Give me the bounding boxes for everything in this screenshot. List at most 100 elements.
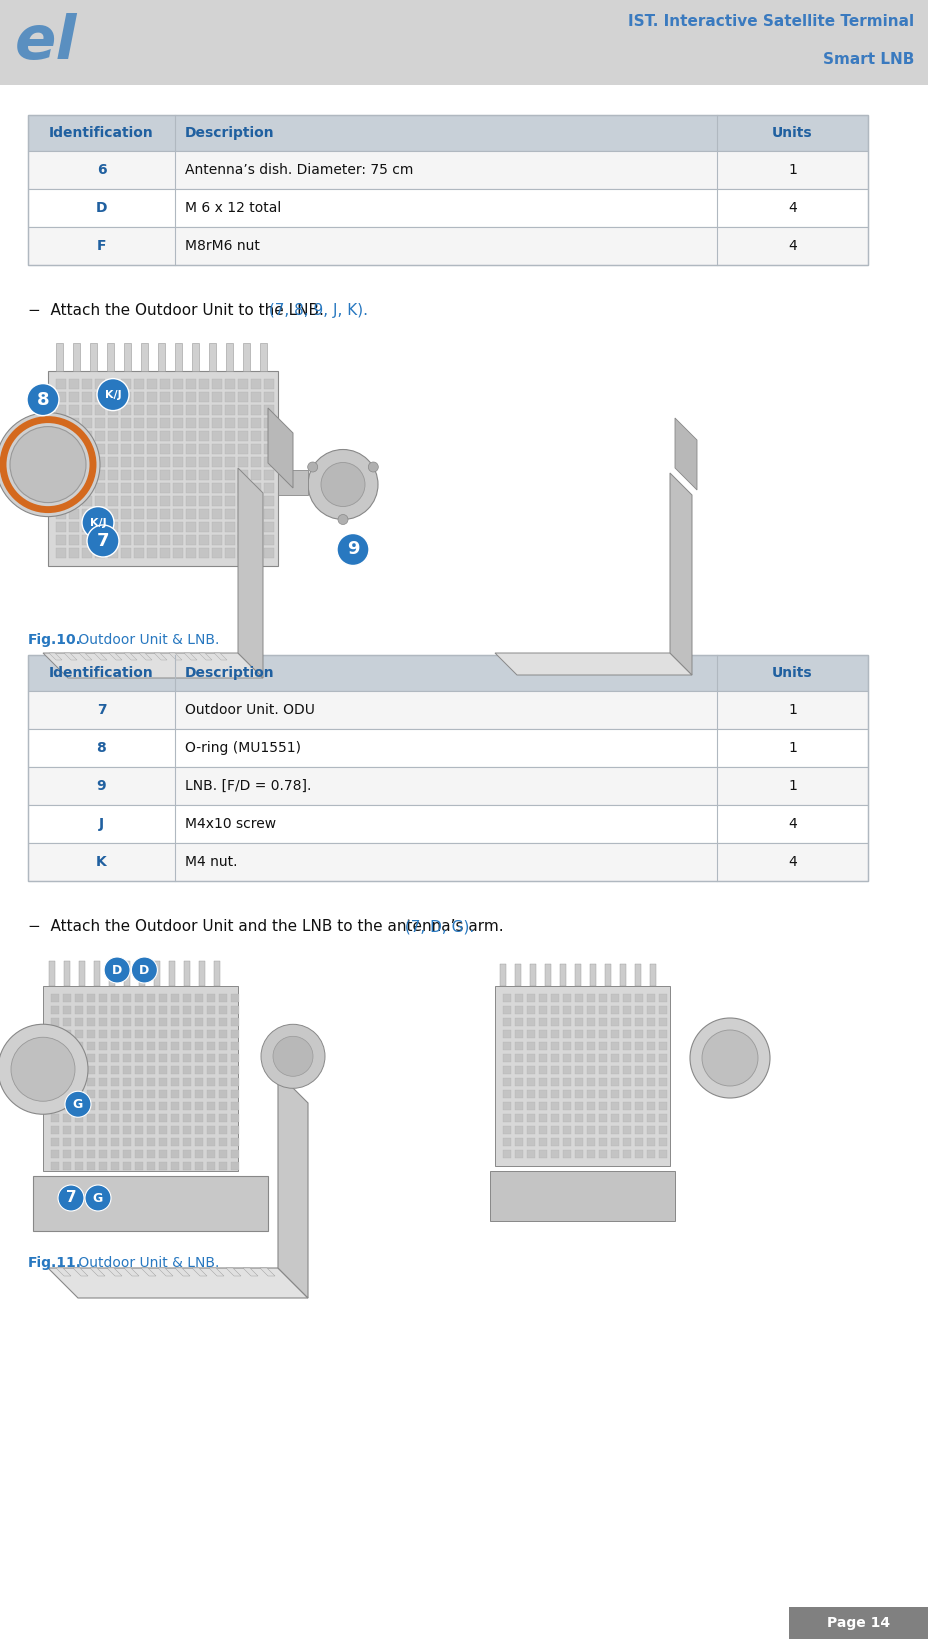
Bar	[514, 1151, 522, 1159]
Bar	[599, 1042, 607, 1051]
Bar	[238, 497, 247, 505]
Bar	[207, 1126, 215, 1134]
Bar	[98, 1018, 107, 1026]
Bar	[514, 1042, 522, 1051]
Bar	[51, 1042, 59, 1051]
Bar	[75, 1101, 84, 1110]
Bar	[226, 510, 234, 518]
Bar	[199, 960, 205, 987]
Circle shape	[10, 426, 86, 503]
Bar	[574, 1115, 583, 1123]
Bar	[586, 1126, 595, 1134]
Bar	[161, 392, 170, 402]
Bar	[135, 536, 144, 544]
Polygon shape	[123, 1269, 139, 1277]
Bar	[70, 523, 79, 531]
Bar	[63, 1090, 71, 1098]
Bar	[586, 1078, 595, 1087]
Bar	[187, 510, 195, 518]
Text: 7: 7	[97, 533, 110, 551]
Bar	[96, 549, 105, 557]
Bar	[200, 497, 208, 505]
Bar	[147, 993, 155, 1001]
Bar	[622, 1115, 630, 1123]
Bar	[574, 1006, 583, 1015]
Bar	[174, 523, 183, 531]
Text: Units: Units	[771, 665, 812, 680]
Bar	[122, 523, 131, 531]
Bar	[562, 1054, 571, 1062]
Bar	[502, 1078, 510, 1087]
Bar	[610, 1078, 619, 1087]
Bar	[57, 549, 66, 557]
Polygon shape	[226, 1269, 240, 1277]
Text: K: K	[96, 856, 107, 869]
Bar	[251, 405, 260, 415]
Circle shape	[87, 524, 119, 557]
Bar	[213, 510, 221, 518]
Bar	[599, 1006, 607, 1015]
Text: 4: 4	[787, 239, 796, 252]
Circle shape	[0, 1024, 88, 1115]
Bar	[70, 405, 79, 415]
Bar	[183, 993, 191, 1001]
Bar	[63, 1115, 71, 1123]
Bar	[43, 987, 238, 1170]
Bar	[251, 497, 260, 505]
Bar	[574, 1151, 583, 1159]
Bar	[514, 1065, 522, 1074]
Bar	[610, 1065, 619, 1074]
Bar	[226, 457, 234, 467]
Bar	[122, 993, 131, 1001]
Bar	[122, 431, 131, 441]
Bar	[200, 484, 208, 493]
Bar	[63, 1101, 71, 1110]
Bar	[550, 1029, 559, 1037]
Bar	[634, 1115, 642, 1123]
Bar	[545, 964, 550, 987]
Bar	[574, 1054, 583, 1062]
Bar	[635, 964, 640, 987]
Bar	[251, 418, 260, 428]
Bar	[86, 1090, 95, 1098]
Bar	[514, 1115, 522, 1123]
Bar	[171, 1090, 179, 1098]
Bar	[123, 343, 131, 370]
Bar	[135, 1006, 143, 1015]
Bar	[96, 497, 105, 505]
Bar	[634, 1018, 642, 1026]
Bar	[159, 993, 167, 1001]
Bar	[161, 380, 170, 388]
Text: Smart LNB: Smart LNB	[821, 52, 913, 67]
Bar	[183, 1029, 191, 1037]
Bar	[183, 1101, 191, 1110]
Bar	[33, 1177, 267, 1231]
Bar	[619, 964, 625, 987]
Bar	[538, 1029, 547, 1037]
Bar	[109, 418, 118, 428]
Bar	[526, 1101, 535, 1110]
Bar	[135, 497, 144, 505]
Bar	[63, 1162, 71, 1170]
Bar	[238, 470, 247, 480]
Text: M4x10 screw: M4x10 screw	[185, 816, 276, 831]
Circle shape	[307, 462, 317, 472]
Bar	[219, 993, 227, 1001]
Bar	[200, 431, 208, 441]
Bar	[502, 993, 510, 1001]
Bar	[51, 1101, 59, 1110]
Bar	[526, 1078, 535, 1087]
Polygon shape	[675, 418, 696, 490]
Bar	[538, 1090, 547, 1098]
Bar	[110, 1151, 119, 1159]
Bar	[135, 444, 144, 454]
Bar	[110, 1162, 119, 1170]
Bar	[502, 1115, 510, 1123]
Bar	[213, 536, 221, 544]
Bar	[219, 1018, 227, 1026]
Bar	[207, 1162, 215, 1170]
Text: M 6 x 12 total: M 6 x 12 total	[185, 202, 281, 215]
Bar	[658, 1029, 666, 1037]
Bar	[159, 1126, 167, 1134]
Bar	[599, 1101, 607, 1110]
